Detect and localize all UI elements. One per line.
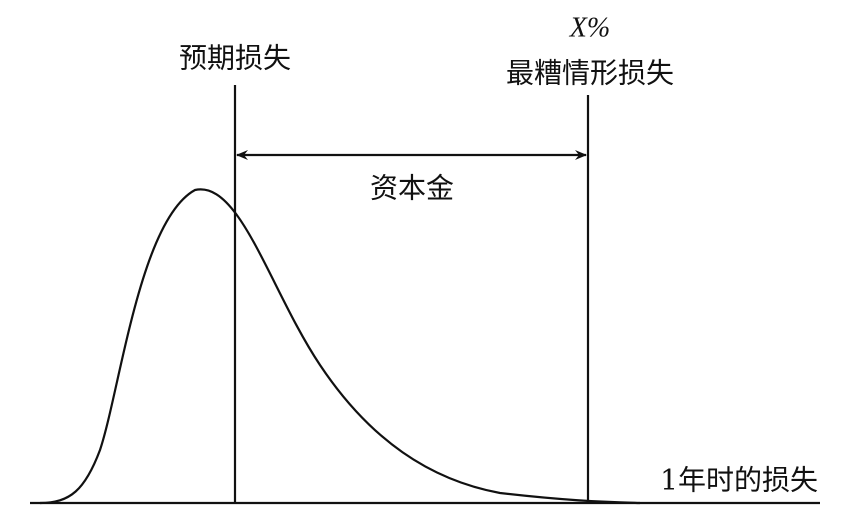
expected-loss-label: 预期损失 — [179, 42, 291, 75]
loss-distribution-curve — [39, 188, 641, 505]
capital-label: 资本金 — [370, 172, 454, 205]
axis-label: 1年时的损失 — [660, 464, 818, 497]
percentile-label: X% — [569, 12, 610, 43]
worst-case-label: 最糟情形损失 — [506, 57, 674, 90]
